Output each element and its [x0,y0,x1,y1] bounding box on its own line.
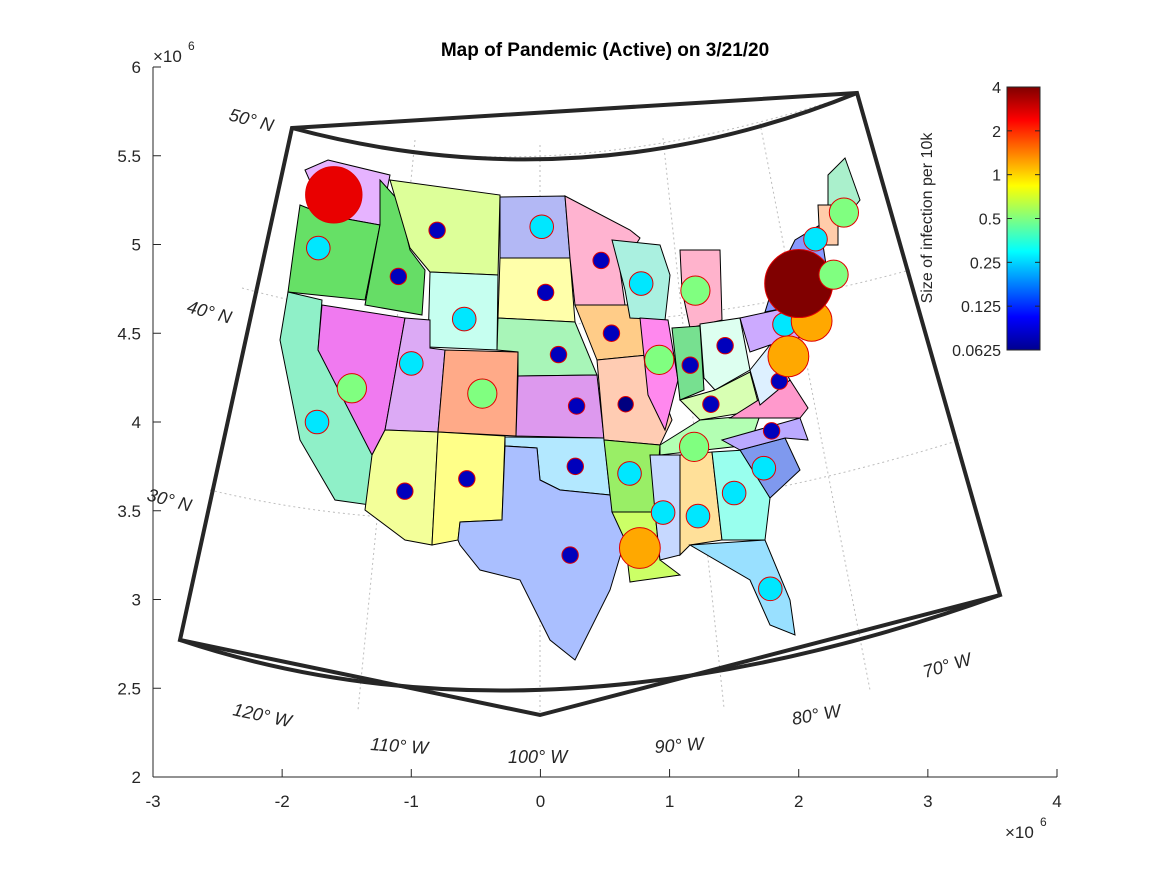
x-tick-label: -3 [145,792,160,811]
infection-bubble [767,335,810,378]
x-tick-label: -2 [275,792,290,811]
infection-bubble [567,397,586,415]
colorbar-label: Size of infection per 10k [919,132,936,304]
infection-bubble [561,546,579,564]
x-tick-label: 1 [665,792,674,811]
infection-bubble [336,373,367,404]
infection-bubble [389,267,408,286]
infection-bubble [702,395,720,413]
map-frame [177,90,1003,718]
infection-bubble [451,306,477,332]
y-tick-label: 5 [132,236,141,255]
y-tick-label: 4.5 [117,324,141,343]
infection-bubble [617,396,634,413]
y-exponent-base: ×10 [153,47,182,66]
x-exponent-power: 6 [1040,815,1047,829]
infection-bubble [685,503,711,529]
colorbar-tick-label: 4 [992,80,1001,97]
infection-bubble [679,431,710,462]
infection-bubble [716,336,734,355]
state-west-virginia [749,344,791,406]
x-tick-label: 2 [794,792,803,811]
infection-bubble [751,455,777,481]
infection-bubble [602,324,621,342]
y-axis-exponent: ×10 6 [153,39,195,66]
infection-bubble [428,221,446,240]
x-tick-label: 0 [536,792,545,811]
infection-bubble [617,461,642,486]
y-tick-label: 5.5 [117,147,141,166]
infection-bubble [396,482,414,500]
infection-bubble [628,271,654,296]
state-south-dakota [497,257,576,323]
infection-bubble [828,197,860,228]
x-axis-ticks: -3 -2 -1 0 1 2 3 4 [145,769,1062,811]
colorbar-ticks: 4 2 1 0.5 0.25 0.125 0.0625 [952,80,1040,360]
infection-bubble [529,214,555,240]
infection-bubble [592,251,610,270]
x-tick-label: -1 [404,792,419,811]
infection-bubble [803,226,828,252]
colorbar-tick-label: 2 [992,124,1001,141]
infection-bubbles [304,166,860,602]
y-tick-label: 6 [132,58,141,77]
infection-bubble [458,470,476,488]
lon-label-90w: 90° W [654,733,706,757]
infection-bubble [758,576,783,602]
state-texas [457,445,626,661]
y-tick-label: 4 [132,413,141,432]
x-axis-exponent: ×10 6 [1005,815,1047,842]
infection-bubble [680,275,711,306]
colorbar: 4 2 1 0.5 0.25 0.125 0.0625 Size of infection … [919,80,1041,360]
infection-bubble [536,283,555,302]
x-tick-label: 4 [1052,792,1061,811]
state-kansas [515,374,605,439]
us-states-map [279,157,861,661]
infection-bubble [566,457,584,476]
infection-bubble [398,351,424,376]
infection-bubble [762,422,781,440]
chart-title: Map of Pandemic (Active) on 3/21/20 [441,40,769,61]
y-tick-label: 3 [132,591,141,610]
y-tick-label: 2.5 [117,679,141,698]
y-tick-label: 2 [132,768,141,787]
infection-bubble [721,480,747,506]
infection-bubble [618,527,661,569]
infection-bubble [467,378,498,409]
x-exponent-base: ×10 [1005,823,1034,842]
lon-label-110w: 110° W [370,734,431,758]
colorbar-tick-label: 0.125 [961,299,1001,316]
state-kentucky [679,371,761,421]
infection-bubble [644,344,675,375]
state-minnesota [564,195,641,306]
colorbar-tick-label: 1 [992,168,1001,185]
map-frame-top-arc [179,91,1001,693]
infection-bubble [818,259,849,290]
infection-bubble [306,235,331,261]
x-tick-label: 3 [923,792,932,811]
infection-bubble [305,166,363,224]
state-florida [688,539,796,636]
infection-bubble [304,409,330,435]
infection-bubble [650,500,676,525]
y-tick-label: 3.5 [117,502,141,521]
infection-bubble [681,356,699,374]
colorbar-tick-label: 0.5 [979,212,1001,229]
y-axis-ticks: 2 2.5 3 3.5 4 4.5 5 5.5 6 [117,58,161,787]
lon-label-100w: 100° W [508,747,569,767]
colorbar-tick-label: 0.25 [970,255,1001,272]
y-exponent-power: 6 [188,39,195,53]
colorbar-tick-label: 0.0625 [952,343,1001,360]
infection-bubble [549,345,568,364]
